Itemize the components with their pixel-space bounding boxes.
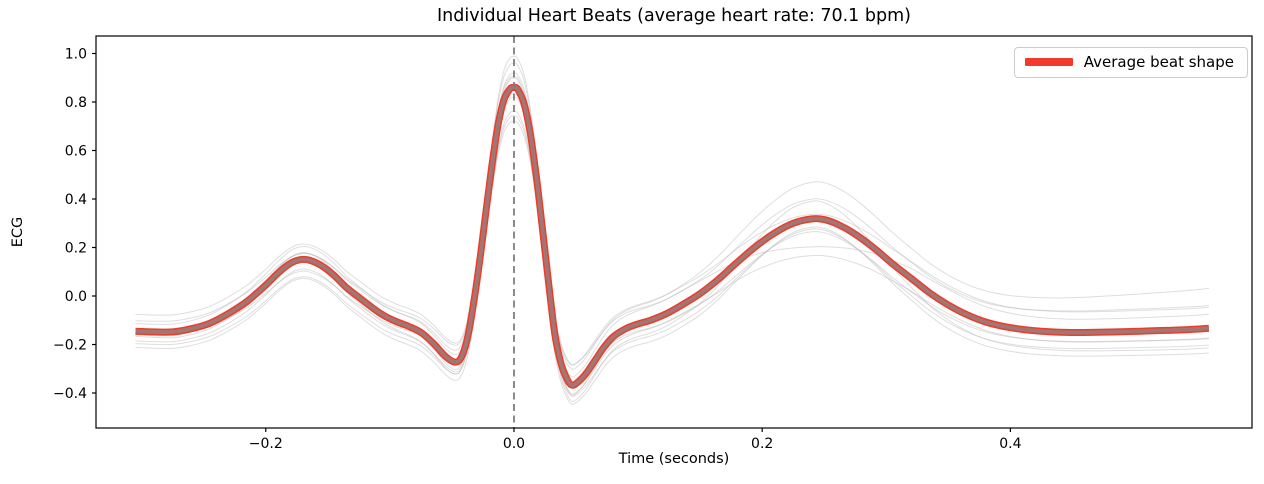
individual-beat-line (135, 55, 1209, 396)
average-beat-core-line (135, 85, 1210, 388)
individual-beat-line (135, 115, 1209, 398)
x-tick-label: 0.0 (503, 436, 525, 452)
y-tick-label: 1.0 (65, 47, 87, 63)
legend-swatch-average-beat (1024, 58, 1073, 66)
y-tick-label: −0.2 (53, 338, 87, 354)
legend-label: Average beat shape (1083, 53, 1234, 71)
x-tick-label: 0.2 (751, 436, 773, 452)
x-tick-label: −0.2 (249, 436, 283, 452)
plot-spines (95, 35, 1253, 429)
individual-beat-line (135, 75, 1209, 366)
individual-beat-lines (135, 55, 1209, 405)
individual-beat-line (135, 77, 1209, 402)
x-axis-ticks: −0.2 0.0 0.2 0.4 (249, 428, 1022, 452)
y-tick-label: 0.8 (65, 95, 87, 111)
individual-beat-line (135, 120, 1209, 385)
y-tick-label: 0.6 (65, 144, 87, 160)
y-tick-label: 0.0 (65, 289, 87, 305)
y-tick-label: 0.4 (65, 192, 87, 208)
x-axis-label: Time (seconds) (618, 451, 730, 467)
y-axis-ticks: 1.0 0.8 0.6 0.4 0.2 0.0 −0.2 −0.4 (53, 47, 96, 402)
individual-beat-line (135, 93, 1209, 366)
chart-title: Individual Heart Beats (average heart ra… (437, 6, 911, 26)
individual-beat-line (135, 110, 1209, 405)
legend: Average beat shape (1013, 47, 1248, 78)
individual-beat-line (135, 72, 1209, 370)
x-tick-label: 0.4 (999, 436, 1021, 452)
y-tick-label: −0.4 (53, 386, 87, 402)
y-tick-label: 0.2 (65, 241, 87, 257)
